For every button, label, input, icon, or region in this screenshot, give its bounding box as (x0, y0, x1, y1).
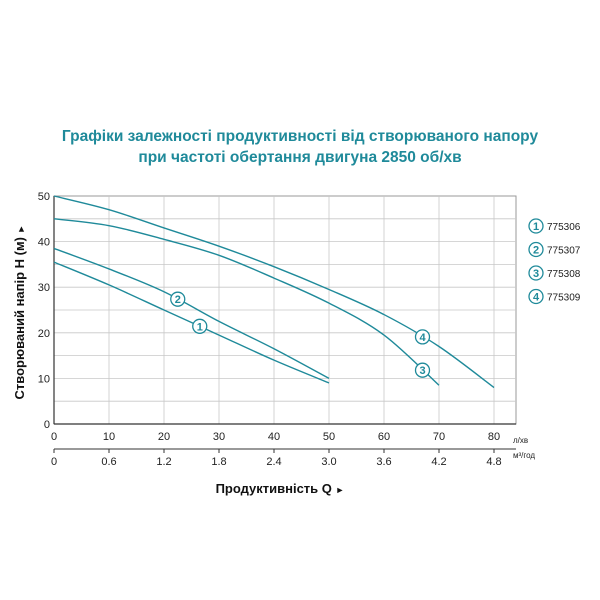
legend-marker-label-2: 2 (533, 245, 539, 257)
x-secondary-tick-label: 1.8 (211, 456, 226, 468)
series-marker-circle-2 (170, 291, 186, 307)
x-secondary-tick-label: 4.8 (486, 456, 501, 468)
x-secondary-tick-label: 3.0 (321, 456, 336, 468)
series-line-775306 (53, 261, 330, 384)
legend-marker-label-4: 4 (533, 292, 540, 304)
legend-marker-label-3: 3 (533, 268, 539, 280)
y-tick-label: 30 (38, 282, 50, 294)
x-secondary-tick-label: 0 (51, 456, 57, 468)
x-tick-label: 10 (103, 431, 115, 443)
x-unit-secondary: м³/год (513, 451, 535, 460)
x-axis-label: Продуктивність Q ► (216, 481, 345, 496)
x-tick-label: 80 (488, 431, 500, 443)
series-marker-label-4: 4 (419, 332, 426, 344)
x-axis-arrow: ► (336, 485, 345, 495)
series-line-775308 (53, 218, 440, 386)
series-marker-circle-3 (414, 362, 431, 378)
y-tick-label: 40 (38, 237, 50, 249)
y-tick-label: 20 (38, 328, 50, 340)
x-secondary-tick-label: 2.4 (266, 456, 281, 468)
y-tick-label: 10 (38, 373, 50, 385)
x-tick-label: 30 (213, 431, 225, 443)
series-marker-label-2: 2 (175, 294, 181, 306)
series-marker-circle-1 (192, 318, 208, 334)
tick-labels: 0 10 20 30 40 50 0 10 20 30 40 50 60 70 80 0 0.6 1.2 1.8 2.… (38, 191, 502, 468)
x-tick-label: 50 (323, 431, 335, 443)
legend-series-name-775306: 775306 (547, 222, 581, 233)
y-axis-label: Створюваний напір H (м) ► (12, 225, 27, 400)
series-marker-label-3: 3 (419, 365, 425, 377)
legend-series-name-775307: 775307 (547, 246, 581, 257)
legend-marker-circle-2 (528, 241, 544, 258)
x-tick-label: 20 (158, 431, 170, 443)
legend-marker-circle-3 (528, 265, 544, 281)
chart-title: Графіки залежності продуктивності від ст… (0, 126, 600, 168)
series-markers: 1 2 3 4 (170, 291, 431, 378)
legend-series-name-775309: 775309 (547, 293, 581, 304)
chart-title-line-2: при частоті обертання двигуна 2850 об/хв (138, 149, 462, 166)
legend-series-name-775308: 775308 (547, 269, 581, 280)
axes (53, 196, 516, 453)
series-marker-label-1: 1 (197, 321, 203, 333)
grid (53, 195, 517, 425)
x-unit-primary: л/хв (513, 436, 528, 445)
y-tick-label: 0 (44, 419, 50, 431)
legend-marker-label-1: 1 (533, 221, 539, 233)
y-tick-label: 50 (38, 191, 50, 203)
x-secondary-tick-label: 4.2 (431, 456, 446, 468)
x-secondary-tick-label: 3.6 (376, 456, 391, 468)
chart-title-line-1: Графіки залежності продуктивності від ст… (61, 128, 539, 145)
series-marker-circle-4 (414, 329, 431, 345)
x-tick-label: 70 (433, 431, 445, 443)
series-line-775307 (53, 247, 330, 380)
legend-marker-circle-1 (528, 218, 544, 234)
x-tick-label: 60 (378, 431, 390, 443)
x-secondary-tick-label: 0.6 (101, 456, 116, 468)
x-tick-label: 40 (268, 431, 280, 443)
y-axis-arrow: ► (16, 225, 26, 234)
legend-marker-circle-4 (528, 288, 544, 305)
x-secondary-tick-label: 1.2 (156, 456, 171, 468)
x-tick-label: 0 (51, 431, 57, 443)
legend: 1 775306 2 775307 3 775308 4 775309 (528, 218, 581, 305)
